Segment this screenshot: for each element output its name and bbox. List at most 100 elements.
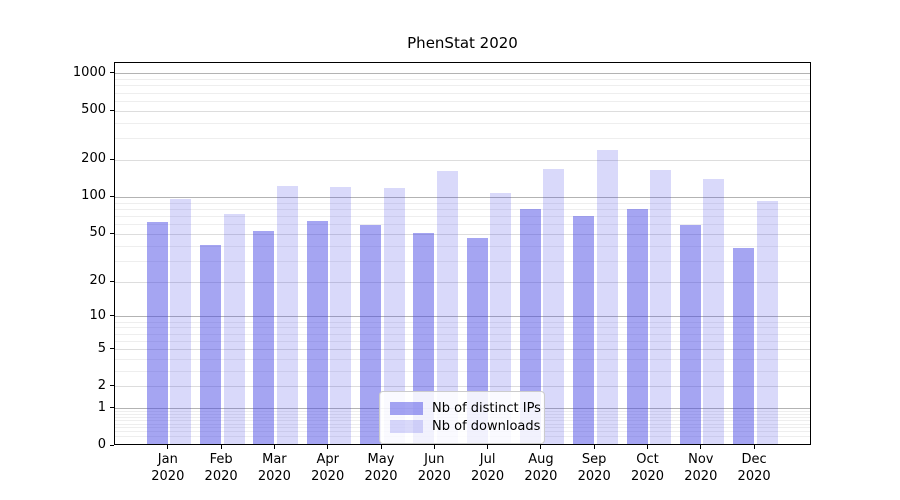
x-tick-mark xyxy=(220,445,222,449)
bar-downloads xyxy=(490,192,512,444)
bar-downloads xyxy=(170,198,192,444)
x-tick-year: 2020 xyxy=(471,469,505,484)
x-tick-label: Jul 2020 xyxy=(458,451,518,485)
legend-item-downloads: Nb of downloads xyxy=(390,418,540,435)
gridline-minor xyxy=(115,122,810,124)
bar-distinct-ips xyxy=(200,245,222,444)
y-tick-mark xyxy=(110,109,114,111)
bar-distinct-ips xyxy=(626,209,648,444)
x-tick-mark xyxy=(273,445,275,449)
x-tick-year: 2020 xyxy=(630,469,665,484)
x-tick-label: Aug 2020 xyxy=(511,451,571,485)
bar-distinct-ips xyxy=(519,208,541,444)
gridline-mid xyxy=(115,159,810,161)
y-tick-label: 20 xyxy=(89,273,106,289)
gridline-major xyxy=(115,196,810,198)
x-tick-year: 2020 xyxy=(737,469,771,484)
gridline-minor xyxy=(115,92,810,94)
x-tick-mark xyxy=(593,445,595,449)
bar-downloads xyxy=(596,149,618,444)
bar-downloads xyxy=(650,170,671,444)
gridline-minor xyxy=(115,100,810,102)
y-tick-label: 10 xyxy=(89,307,106,323)
x-tick-mark xyxy=(540,445,542,449)
y-tick-mark xyxy=(110,315,114,317)
bar-distinct-ips xyxy=(253,231,275,444)
x-tick-mark xyxy=(487,445,489,449)
y-tick-label: 50 xyxy=(89,225,106,241)
gridline-minor xyxy=(115,321,810,323)
legend-swatch-distinct-ips xyxy=(390,402,423,415)
x-tick-mark xyxy=(167,445,169,449)
x-tick-month: Mar xyxy=(262,452,287,467)
y-tick-label: 200 xyxy=(81,151,106,167)
y-tick-mark xyxy=(110,348,114,349)
bar-distinct-ips xyxy=(733,248,755,444)
gridline-minor xyxy=(115,202,810,204)
chart-title: PhenStat 2020 xyxy=(407,34,518,52)
bar-downloads xyxy=(383,187,405,444)
x-tick-label: Oct 2020 xyxy=(618,451,678,485)
bar-distinct-ips xyxy=(146,221,168,444)
y-tick-mark xyxy=(110,407,114,409)
gridline-mid xyxy=(115,233,810,235)
x-tick-month: Jul xyxy=(479,452,496,467)
x-tick-label: Apr 2020 xyxy=(298,451,358,485)
gridline-minor xyxy=(115,260,810,262)
x-tick-month: Sep xyxy=(581,452,607,467)
bar-downloads xyxy=(703,179,725,444)
x-tick-month: Apr xyxy=(316,452,339,467)
y-tick-label: 500 xyxy=(81,102,106,118)
gridline-minor xyxy=(115,215,810,217)
gridline-minor xyxy=(115,85,810,87)
x-tick-month: May xyxy=(367,452,395,467)
y-tick-mark xyxy=(110,158,114,160)
legend-label-distinct-ips: Nb of distinct IPs xyxy=(432,401,541,416)
y-tick-mark xyxy=(110,444,114,446)
y-tick-mark xyxy=(110,385,114,387)
x-tick-label: Mar 2020 xyxy=(244,451,304,485)
x-tick-year: 2020 xyxy=(257,469,291,484)
y-tick-mark xyxy=(110,72,114,74)
x-tick-month: Aug xyxy=(528,452,554,467)
x-tick-label: Feb 2020 xyxy=(191,451,251,485)
legend-label-downloads: Nb of downloads xyxy=(432,419,541,434)
y-tick-label: 1 xyxy=(97,399,106,415)
x-tick-year: 2020 xyxy=(311,469,345,484)
x-tick-label: Nov 2020 xyxy=(671,451,731,485)
gridline-minor xyxy=(115,370,810,372)
y-tick-mark xyxy=(110,232,114,234)
y-tick-mark xyxy=(110,195,114,197)
bar-downloads xyxy=(543,169,565,444)
x-tick-month: Feb xyxy=(209,452,233,467)
bar-distinct-ips xyxy=(679,225,701,444)
y-tick-label: 2 xyxy=(97,377,106,393)
gridline-minor xyxy=(115,245,810,247)
gridline-minor xyxy=(115,224,810,226)
x-tick-month: Oct xyxy=(636,452,659,467)
legend-swatch-downloads xyxy=(390,420,423,433)
y-tick-label: 5 xyxy=(97,340,106,356)
y-tick-label: 0 xyxy=(97,437,106,452)
gridline-major xyxy=(115,316,810,318)
bar-downloads xyxy=(756,200,778,444)
gridline-mid xyxy=(115,386,810,388)
gridline-minor xyxy=(115,358,810,360)
gridline-major xyxy=(115,73,810,75)
x-tick-mark xyxy=(753,445,755,449)
x-tick-mark xyxy=(647,445,648,449)
plot-area: Nb of distinct IPs Nb of downloads xyxy=(114,62,811,445)
x-tick-label: Dec 2020 xyxy=(724,451,784,485)
bar-distinct-ips xyxy=(360,225,381,444)
x-tick-label: May 2020 xyxy=(351,451,411,485)
legend: Nb of distinct IPs Nb of downloads xyxy=(379,391,545,444)
x-tick-year: 2020 xyxy=(364,469,398,484)
gridline-minor xyxy=(115,333,810,335)
y-tick-mark xyxy=(110,280,114,282)
bar-distinct-ips xyxy=(306,220,328,444)
x-tick-month: Jun xyxy=(424,452,445,467)
gridline-mid xyxy=(115,110,810,112)
gridline-minor xyxy=(115,327,810,329)
bar-downloads xyxy=(330,187,352,444)
